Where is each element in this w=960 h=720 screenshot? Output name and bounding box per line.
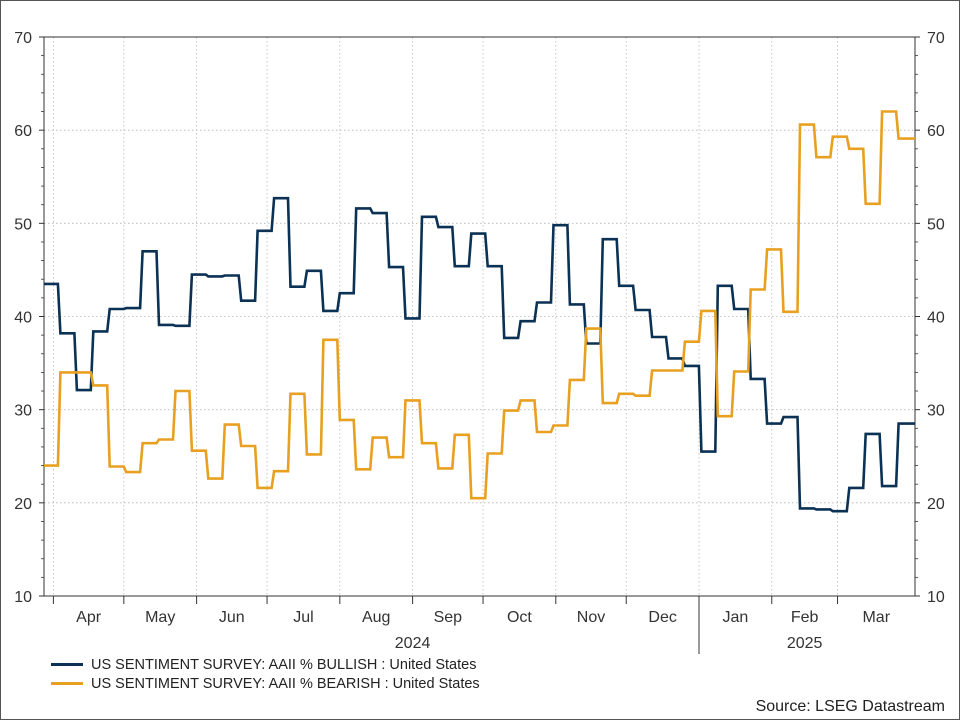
x-tick-label: Dec [648, 609, 676, 626]
y-tick-label-left: 20 [14, 496, 32, 513]
series-line-bearish [44, 110, 915, 500]
legend-item-bullish: US SENTIMENT SURVEY: AAII % BULLISH : Un… [51, 655, 480, 674]
series-line-bullish [44, 196, 915, 513]
x-tick-label: Oct [507, 609, 532, 626]
y-tick-label-right: 10 [927, 589, 945, 606]
y-tick-label-right: 30 [927, 403, 945, 420]
x-tick-label: Sep [434, 609, 463, 626]
grid [44, 37, 915, 596]
x-tick-label: Jan [723, 609, 749, 626]
x-tick-label: May [145, 609, 175, 626]
y-tick-label-left: 70 [14, 30, 32, 47]
legend-label-bullish: US SENTIMENT SURVEY: AAII % BULLISH : Un… [91, 656, 477, 673]
y-tick-label-left: 10 [14, 589, 32, 606]
year-label: 2024 [395, 635, 431, 652]
x-tick-label: Jun [219, 609, 245, 626]
y-tick-label-right: 60 [927, 123, 945, 140]
y-tick-label-left: 40 [14, 310, 32, 327]
axes [39, 36, 920, 654]
x-tick-label: Jul [293, 609, 313, 626]
x-tick-label: Feb [791, 609, 819, 626]
legend-swatch-bullish [51, 663, 83, 666]
y-tick-label-right: 40 [927, 310, 945, 327]
x-tick-label: Mar [862, 609, 890, 626]
plot-border [43, 36, 916, 597]
y-tick-label-right: 20 [927, 496, 945, 513]
legend-swatch-bearish [51, 682, 83, 685]
y-tick-label-right: 70 [927, 30, 945, 47]
series-lines [44, 110, 915, 513]
legend: US SENTIMENT SURVEY: AAII % BULLISH : Un… [51, 655, 480, 693]
x-tick-label: Aug [362, 609, 390, 626]
legend-label-bearish: US SENTIMENT SURVEY: AAII % BEARISH : Un… [91, 675, 480, 692]
y-tick-label-right: 50 [927, 216, 945, 233]
legend-item-bearish: US SENTIMENT SURVEY: AAII % BEARISH : Un… [51, 674, 480, 693]
x-tick-label: Nov [577, 609, 605, 626]
x-tick-label: Apr [76, 609, 102, 626]
tick-labels: 10 10 20 20 30 30 40 40 50 50 60 60 70 70 Apr May Jun Jul… [14, 30, 945, 652]
source-note: Source: LSEG Datastream [755, 698, 945, 715]
y-tick-label-left: 30 [14, 403, 32, 420]
y-tick-label-left: 60 [14, 123, 32, 140]
y-tick-label-left: 50 [14, 216, 32, 233]
year-label: 2025 [787, 635, 823, 652]
